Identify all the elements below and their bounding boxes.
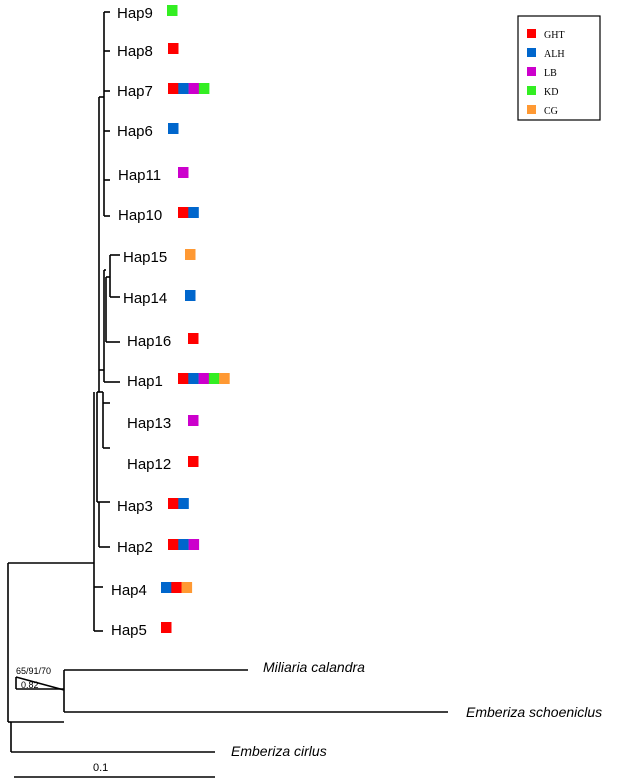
legend-swatch [527, 29, 536, 38]
population-box [178, 167, 189, 178]
population-box [168, 498, 179, 509]
population-box [188, 539, 200, 550]
haplotype-label: Hap5 [111, 622, 147, 639]
legend-swatch [527, 67, 536, 76]
population-box [161, 622, 172, 633]
haplotype-label: Hap7 [117, 83, 153, 100]
population-legend: GHT ALH LB KD CG [517, 15, 601, 121]
haplotype-label: Hap11 [118, 167, 161, 184]
population-box [168, 539, 179, 550]
population-box [178, 373, 189, 384]
outgroup-label: Emberiza cirlus [231, 743, 327, 759]
haplotype-label: Hap16 [127, 333, 171, 350]
haplotype-label: Hap9 [117, 5, 153, 22]
population-box [168, 123, 179, 134]
population-box [178, 207, 189, 218]
population-box [168, 43, 179, 54]
legend-label: KD [544, 87, 558, 98]
population-box [161, 582, 172, 593]
haplotype-label: Hap4 [111, 582, 147, 599]
population-box [188, 83, 200, 94]
support-value: 0.82 [21, 680, 39, 690]
population-box [185, 290, 196, 301]
scale-bar-label: 0.1 [93, 762, 108, 774]
population-box [171, 582, 182, 593]
haplotype-label: Hap12 [127, 456, 171, 473]
population-box [219, 373, 230, 384]
legend-swatch [527, 86, 536, 95]
population-box [181, 582, 193, 593]
legend-label: ALH [544, 49, 565, 60]
haplotype-label: Hap6 [117, 123, 153, 140]
haplotype-label: Hap3 [117, 498, 153, 515]
haplotype-label: Hap10 [118, 207, 162, 224]
population-box [185, 249, 196, 260]
population-box [168, 83, 179, 94]
haplotype-label: Hap15 [123, 249, 167, 266]
population-box [188, 456, 199, 467]
haplotype-label: Hap14 [123, 290, 167, 307]
haplotype-label: Hap13 [127, 415, 171, 432]
population-box [188, 333, 199, 344]
legend-label: LB [544, 68, 557, 79]
population-box [178, 498, 189, 509]
haplotype-label: Hap8 [117, 43, 153, 60]
support-value: 65/91/70 [16, 666, 51, 676]
legend-label: CG [544, 106, 558, 117]
legend-label: GHT [544, 30, 565, 41]
haplotype-leaves: Hap9 Hap8 Hap7 Hap6 Hap11 Hap10 Hap15 Hap14 Hap1… [111, 5, 230, 639]
population-box [167, 5, 178, 16]
population-box [188, 415, 199, 426]
outgroup-label: Emberiza schoeniclus [466, 704, 602, 720]
population-box [178, 539, 189, 550]
haplotype-label: Hap2 [117, 539, 153, 556]
population-box [188, 207, 199, 218]
population-box [178, 83, 189, 94]
tree-branch [15, 676, 65, 691]
population-box [188, 373, 199, 384]
population-box [208, 373, 220, 384]
tree-branches [7, 11, 448, 753]
haplotype-label: Hap1 [127, 373, 163, 390]
legend-swatch [527, 48, 536, 57]
outgroup-label: Miliaria calandra [263, 659, 365, 675]
population-box [198, 373, 210, 384]
population-box [198, 83, 210, 94]
legend-swatch [527, 105, 536, 114]
